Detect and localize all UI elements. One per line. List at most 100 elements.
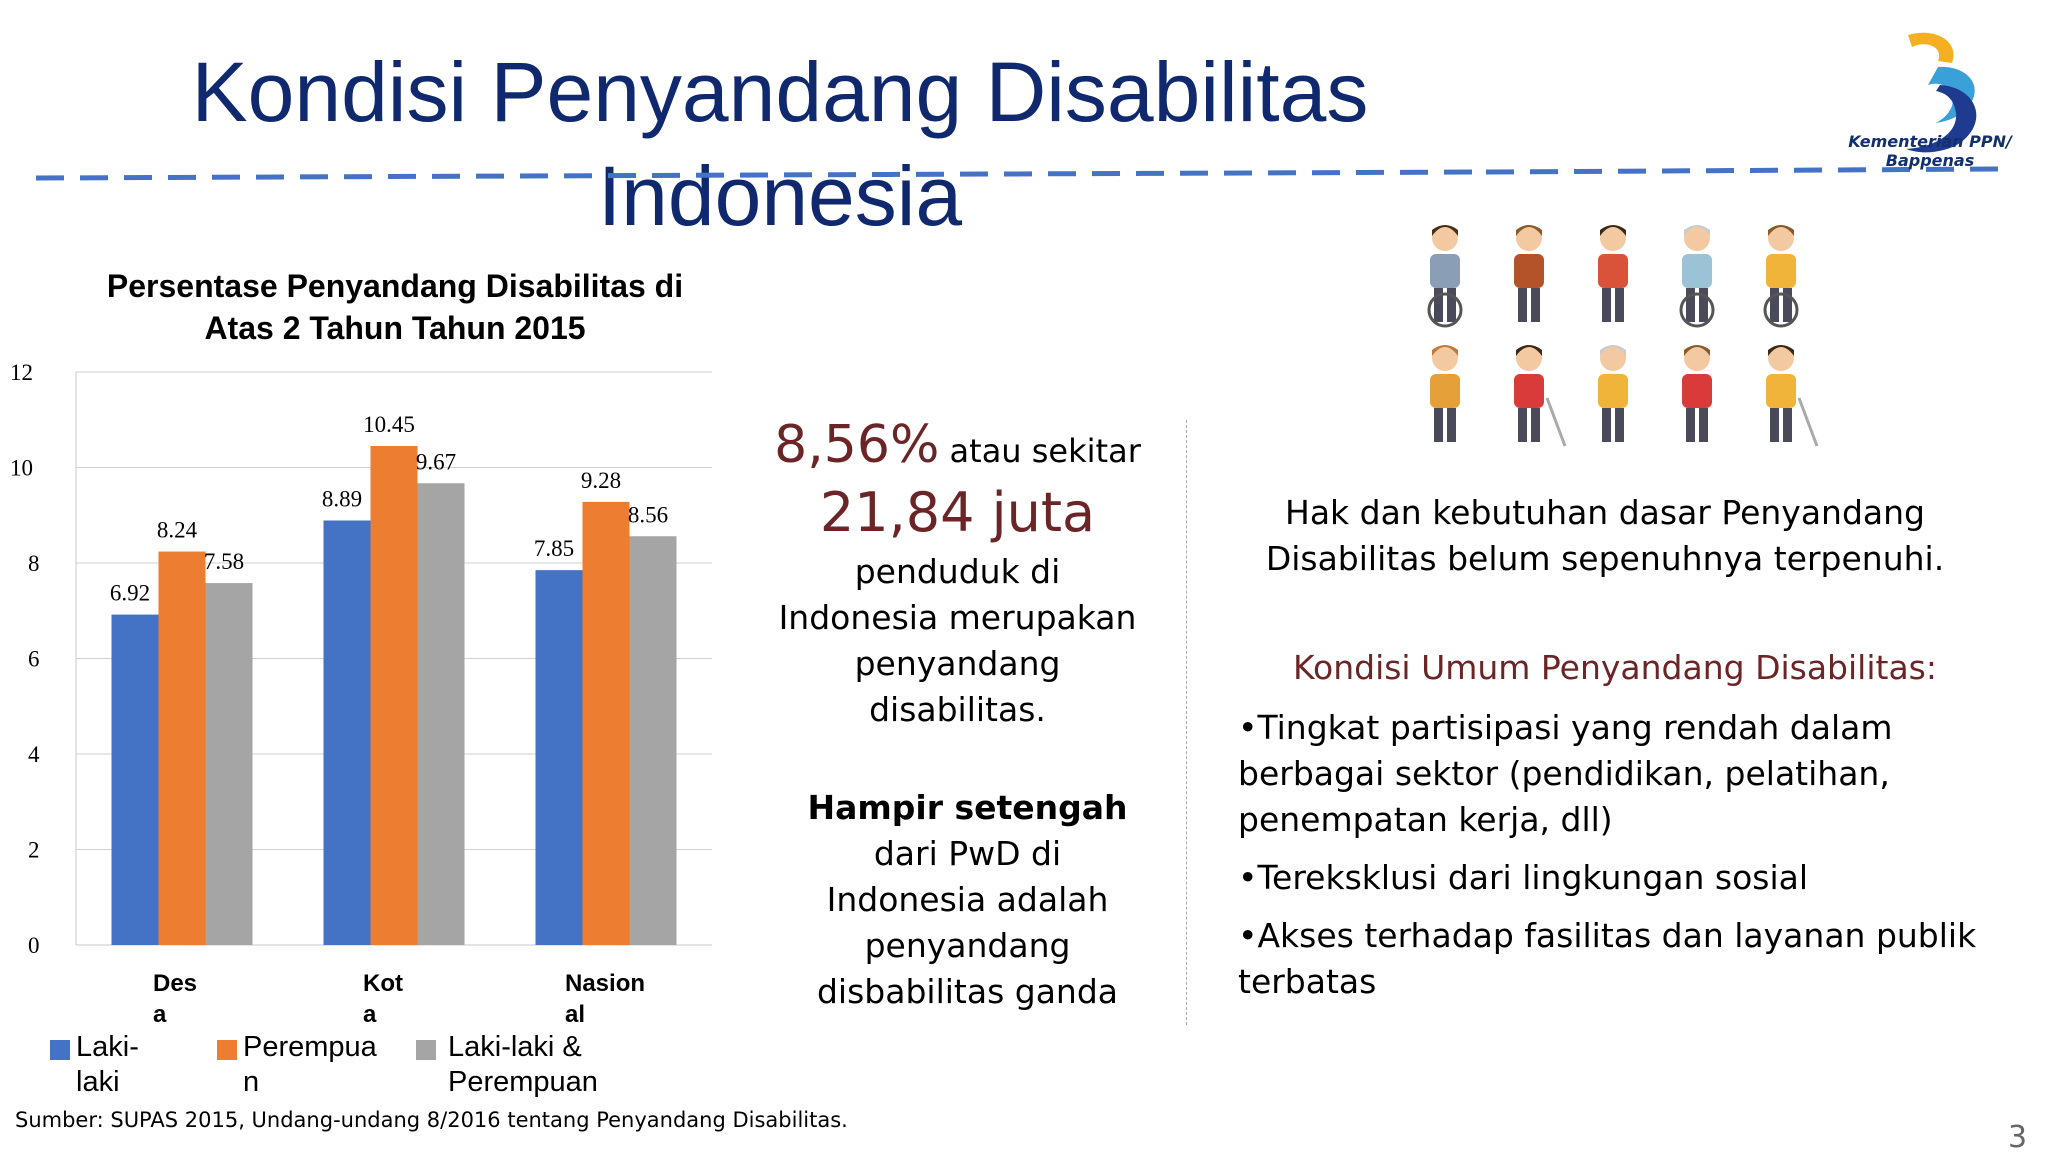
person-figure-part (1516, 345, 1542, 371)
person-figure-part (1518, 408, 1527, 442)
person-figure-part (1432, 345, 1458, 356)
multiple-disability-highlight: Hampir setengah (807, 788, 1128, 827)
person-figure-part (1768, 345, 1794, 356)
person-figure-part (1447, 408, 1456, 442)
slide-title: Kondisi Penyandang Disabilitas Indonesia (191, 45, 1369, 243)
bar (323, 520, 371, 945)
person-figure-part (1430, 374, 1460, 408)
title-divider (36, 166, 2001, 181)
person-figure-part (1682, 254, 1712, 288)
person-figure-part (1768, 345, 1794, 371)
person-figure-part (1516, 225, 1542, 236)
bar-chart: 0 2 4 6 8 10 12 6.92 8.89 7.85 8.24 10.45 9.28 7.58 9.… (10, 360, 712, 958)
multiple-disability-text: dari PwD di Indonesia adalah penyandang … (816, 834, 1119, 1011)
person-figure-part (1699, 408, 1708, 442)
data-label: 9.67 (416, 449, 456, 474)
person-figure-part (1514, 254, 1544, 288)
data-label: 8.56 (628, 502, 668, 527)
person-figure-part (1684, 345, 1710, 371)
person-figure-part (1598, 374, 1628, 408)
data-label: 6.92 (110, 581, 150, 606)
person-figure-part (1686, 408, 1695, 442)
person-figure-part (1763, 292, 1799, 328)
data-label: 10.45 (363, 412, 415, 437)
page-number: 3 (2008, 1120, 2028, 1155)
data-label: 8.24 (157, 518, 198, 543)
person-figure-part (1427, 292, 1463, 328)
bar (158, 551, 206, 945)
category-label-kota: Kot a (363, 970, 403, 1028)
person-figure-part (1684, 345, 1710, 356)
legend-label: Perempua n (243, 1031, 377, 1098)
person-figure-part (1783, 288, 1792, 322)
person-figure-part (1434, 408, 1443, 442)
person-figure-part (1615, 408, 1624, 442)
y-tick-label: 0 (28, 933, 40, 958)
person-figure-part (1430, 254, 1460, 288)
person-figure-part (1598, 254, 1628, 288)
column-divider (1186, 420, 1187, 1025)
person-figure-part (1434, 288, 1443, 322)
person-figure-part (1516, 225, 1542, 251)
stat-description: penduduk di Indonesia merupakan penyanda… (778, 552, 1137, 729)
bar (417, 483, 465, 945)
y-tick-label: 4 (28, 742, 40, 767)
person-figure-part (1602, 288, 1611, 322)
bar (111, 614, 159, 945)
chart-title: Persentase Penyandang Disabilitas di Ata… (106, 268, 684, 346)
person-figure-part (1684, 225, 1710, 236)
person-figure-part (1531, 408, 1540, 442)
person-figure-part (1531, 288, 1540, 322)
y-tick-label: 2 (28, 838, 40, 863)
person-figure-part (1770, 408, 1779, 442)
list-item: Akses terhadap fasilitas dan layanan pub… (1238, 913, 2018, 1005)
person-figure-part (1432, 345, 1458, 371)
list-item: Tereksklusi dari lingkungan sosial (1238, 855, 2018, 901)
rights-statement: Hak dan kebutuhan dasar Penyandang Disab… (1265, 493, 1945, 578)
legend-swatch-gray (416, 1040, 436, 1060)
conditions-heading: Kondisi Umum Penyandang Disabilitas: (1293, 648, 1937, 687)
legend-label: Laki-laki (76, 1031, 139, 1098)
category-label-nasional: Nasion al (565, 970, 646, 1028)
person-figure-part (1768, 225, 1794, 236)
data-label: 7.58 (204, 549, 244, 574)
multiple-disability-block: Hampir setengah dari PwD di Indonesia ad… (795, 785, 1140, 1015)
y-tick-label: 12 (10, 360, 33, 385)
person-figure-part (1600, 225, 1626, 251)
stat-count: 21,84 juta (819, 481, 1096, 544)
bar (370, 446, 418, 945)
person-figure-part (1770, 288, 1779, 322)
person-figure-part (1518, 288, 1527, 322)
person-figure-part (1766, 254, 1796, 288)
person-figure-part (1602, 408, 1611, 442)
person-figure-part (1432, 225, 1458, 236)
conditions-list: Tingkat partisipasi yang rendah dalam be… (1238, 705, 2018, 1017)
person-figure-part (1686, 288, 1695, 322)
person-figure-part (1684, 225, 1710, 251)
data-label: 8.89 (322, 487, 362, 512)
stat-block: 8,56% atau sekitar 21,84 juta penduduk d… (770, 415, 1145, 733)
person-figure-part (1600, 345, 1626, 356)
person-figure-part (1699, 288, 1708, 322)
list-item: Tingkat partisipasi yang rendah dalam be… (1238, 705, 2018, 843)
y-tick-label: 8 (28, 551, 40, 576)
person-figure-part (1545, 397, 1567, 447)
legend-label: Laki-laki & Perempuan (448, 1031, 598, 1098)
bar (535, 570, 583, 945)
person-figure-part (1514, 374, 1544, 408)
person-figure-part (1516, 345, 1542, 356)
data-label: 9.28 (581, 468, 621, 493)
person-figure-part (1783, 408, 1792, 442)
person-figure-part (1600, 345, 1626, 371)
bar (629, 536, 677, 945)
person-figure-part (1766, 374, 1796, 408)
person-figure-part (1682, 374, 1712, 408)
y-tick-label: 6 (28, 647, 40, 672)
bar (205, 583, 253, 945)
person-figure-part (1432, 225, 1458, 251)
stat-percentage-suffix: atau sekitar (939, 432, 1141, 470)
person-figure-part (1768, 225, 1794, 251)
person-figure-part (1679, 292, 1715, 328)
bappenas-logo-icon (1906, 32, 1977, 153)
people-with-disabilities-icon (1427, 225, 1819, 447)
